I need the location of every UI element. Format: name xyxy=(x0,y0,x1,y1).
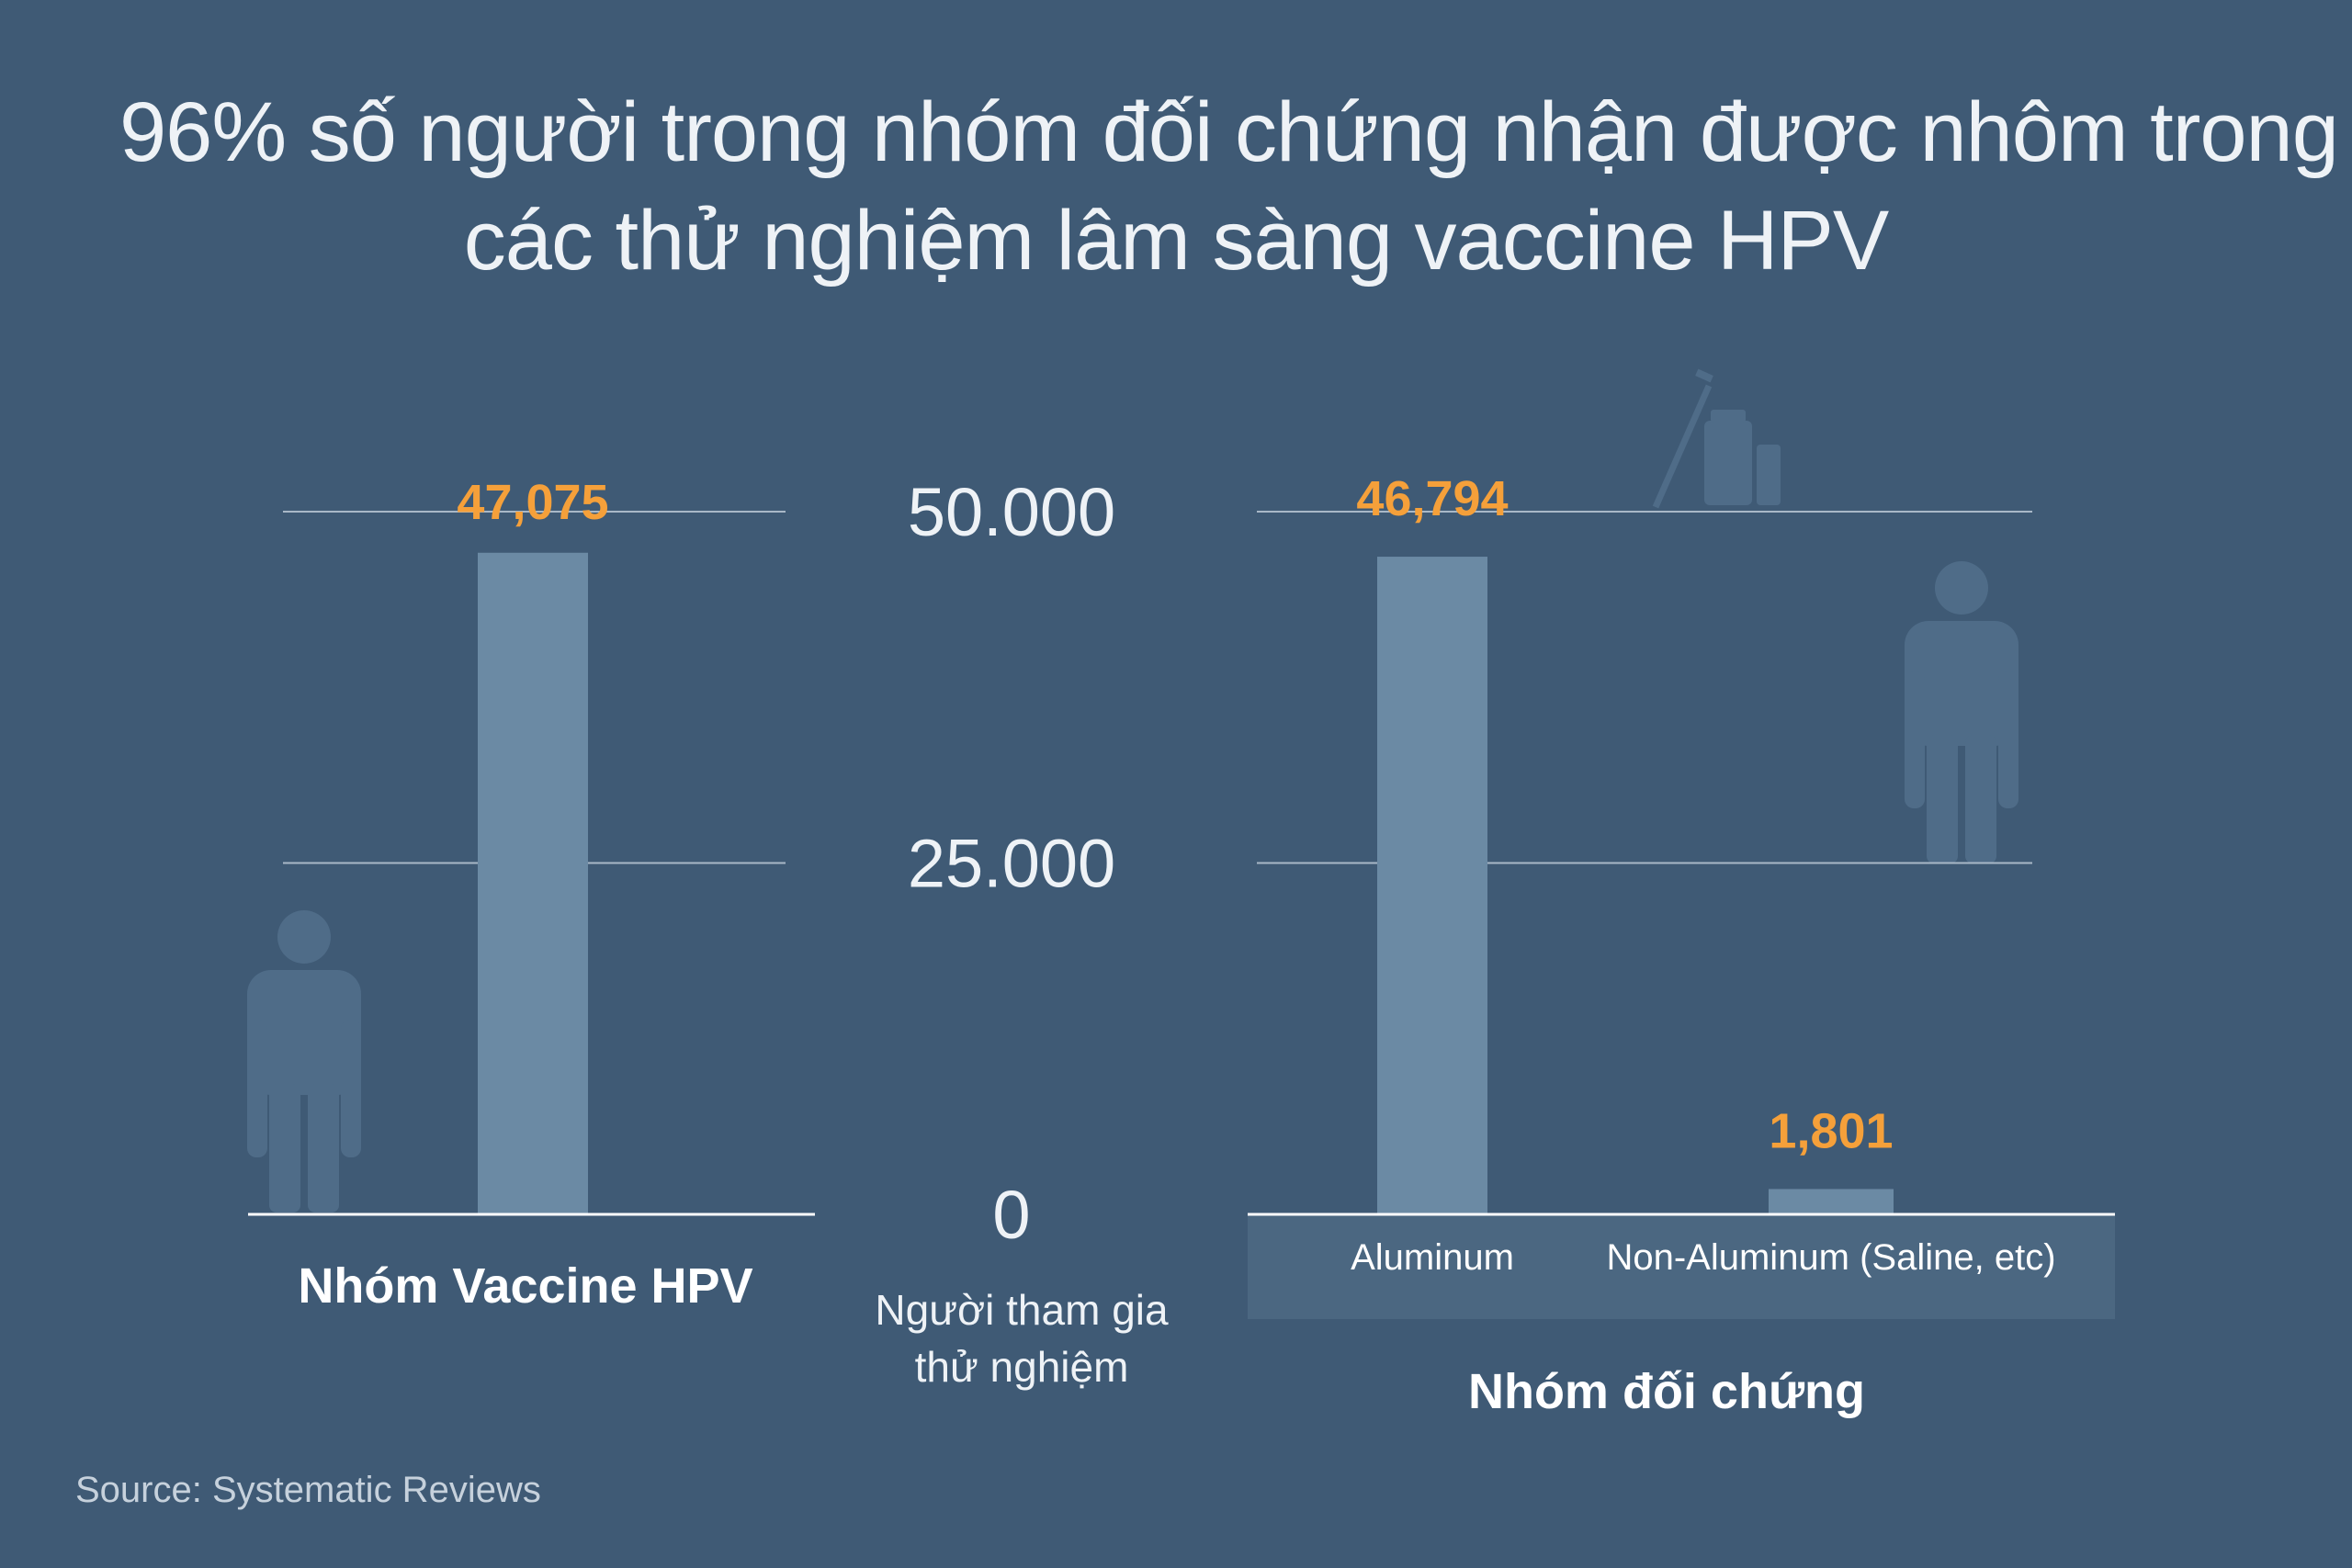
y-tick-label: 0 xyxy=(992,1177,1030,1253)
person-icon xyxy=(1905,561,2018,863)
category-label: Aluminum xyxy=(1351,1237,1514,1278)
bar-value-label: 1,801 xyxy=(1769,1103,1893,1158)
person-icon xyxy=(247,910,361,1213)
group-label: Nhóm Vaccine HPV xyxy=(298,1258,752,1314)
chart-title: 96% số người trong nhóm đối chứng nhận đ… xyxy=(119,78,2339,295)
category-label: Non-Aluminum (Saline, etc) xyxy=(1606,1237,2055,1278)
bar-value-label: 46,794 xyxy=(1356,471,1508,526)
y-axis-label: Người tham gia xyxy=(875,1286,1169,1334)
y-tick-label: 50.000 xyxy=(908,474,1115,550)
y-axis-label: thử nghiệm xyxy=(915,1343,1129,1391)
bar xyxy=(478,552,588,1214)
category-band xyxy=(1248,1214,2115,1319)
syringe-vial-icon xyxy=(1652,368,1781,509)
title-line-1: 96% số người trong nhóm đối chứng nhận đ… xyxy=(119,85,2339,179)
bar-value-label: 47,075 xyxy=(457,475,608,530)
group-label: Nhóm đối chứng xyxy=(1468,1364,1865,1419)
y-tick-label: 25.000 xyxy=(908,826,1115,902)
bar xyxy=(1769,1189,1894,1214)
bar xyxy=(1377,557,1487,1214)
source-note: Source: Systematic Reviews xyxy=(75,1470,541,1510)
title-line-2: các thử nghiệm lâm sàng vaccine HPV xyxy=(463,194,1889,288)
